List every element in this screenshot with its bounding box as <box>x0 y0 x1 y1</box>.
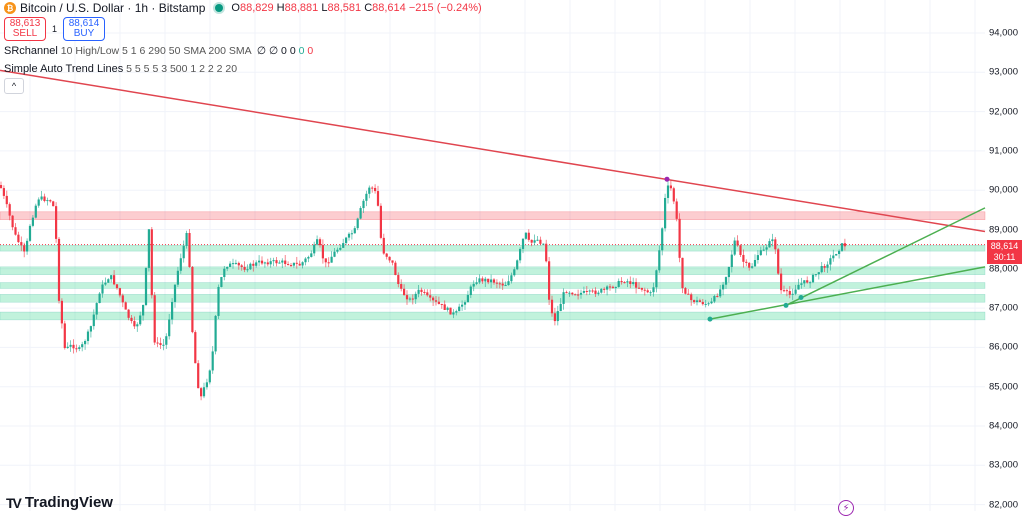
tradingview-logo-text: TradingView <box>24 494 113 511</box>
support-trendline-1[interactable] <box>709 266 986 320</box>
indicator-name: Simple Auto Trend Lines <box>4 63 124 75</box>
price-axis-label: 90,000 <box>988 184 1018 196</box>
pivot-low-marker <box>707 316 713 322</box>
pivot-low-marker <box>798 294 804 300</box>
price-axis-label: 93,000 <box>988 66 1018 78</box>
bar-countdown: 30:11 <box>993 252 1016 262</box>
indicator-value: 0 <box>281 45 287 57</box>
trend-lines[interactable] <box>0 69 986 320</box>
low-label: L <box>321 2 328 14</box>
indicator-name: SRchannel <box>4 45 58 57</box>
chart-legend: ₿ Bitcoin / U.S. Dollar · 1h · Bitstamp … <box>4 0 482 16</box>
pivot-low-marker <box>783 302 789 308</box>
sell-price: 88,613 <box>9 18 41 29</box>
buy-button[interactable]: 88,614 BUY <box>63 17 106 41</box>
buy-label: BUY <box>73 28 95 39</box>
market-open-status-icon <box>215 4 224 12</box>
price-axis-label: 87,000 <box>988 302 1018 314</box>
price-axis-label: 85,000 <box>988 381 1018 393</box>
indicator-srchannel[interactable]: SRchannel 10 High/Low 5 1 6 290 50 SMA 2… <box>4 45 313 57</box>
price-axis-label: 91,000 <box>988 145 1018 157</box>
price-axis-label: 88,000 <box>988 263 1018 275</box>
indicator-value-green: 0 <box>298 45 305 57</box>
change-value: −215 (−0.24%) <box>408 2 482 14</box>
ohlc-values: O88,829 H88,881 L88,581 C88,614 −215 (−0… <box>231 2 481 14</box>
last-price-value: 88,614 <box>990 241 1019 251</box>
price-axis-label: 84,000 <box>988 420 1018 432</box>
close-label: C <box>364 2 373 14</box>
tradingview-logo-icon: TV <box>6 494 22 511</box>
high-label: H <box>276 2 285 14</box>
chart-grid <box>0 0 985 511</box>
indicator-params: 10 High/Low 5 1 6 290 50 SMA 200 SMA <box>60 45 252 57</box>
price-axis-label: 82,000 <box>988 499 1018 511</box>
trade-buttons: 88,613 SELL 1 88,614 BUY <box>4 17 106 41</box>
indicator-auto-trend-lines[interactable]: Simple Auto Trend Lines 5 5 5 5 3 500 1 … <box>4 63 237 75</box>
low-value: 88,581 <box>327 2 362 14</box>
price-axis-label: 92,000 <box>988 106 1018 118</box>
price-axis-label: 83,000 <box>988 459 1018 471</box>
symbol-title[interactable]: Bitcoin / U.S. Dollar · 1h · Bitstamp <box>20 1 206 15</box>
indicator-value: 0 <box>289 45 296 57</box>
close-value: 88,614 <box>372 2 406 14</box>
sr-zones <box>0 211 986 321</box>
candles <box>0 180 846 401</box>
tradingview-logo[interactable]: TV TradingView <box>6 494 113 511</box>
open-value: 88,829 <box>239 2 274 14</box>
lightning-icon[interactable]: ⚡ <box>838 500 854 516</box>
high-value: 88,881 <box>284 2 319 14</box>
price-axis-label: 89,000 <box>988 224 1018 235</box>
support-trendline-2[interactable] <box>785 207 986 307</box>
price-axis-label: 86,000 <box>988 341 1018 353</box>
last-price-tag: 88,614 30:11 <box>987 240 1022 264</box>
indicator-params: 5 5 5 5 3 500 1 2 2 2 20 <box>126 63 238 75</box>
indicator-value: ∅ <box>268 45 279 57</box>
pivot-high-marker <box>664 176 670 182</box>
indicator-value-red: 0 <box>307 45 314 57</box>
indicator-value: ∅ <box>256 45 267 57</box>
chevron-up-icon: ^ <box>11 81 17 91</box>
spread-value: 1 <box>52 24 58 34</box>
bitcoin-icon: ₿ <box>4 2 16 14</box>
price-axis-label: 94,000 <box>988 27 1018 39</box>
sell-button[interactable]: 88,613 SELL <box>4 17 46 41</box>
sell-label: SELL <box>12 28 38 39</box>
collapse-legend-button[interactable]: ^ <box>4 78 24 94</box>
buy-price: 88,614 <box>68 18 100 29</box>
open-label: O <box>231 2 240 14</box>
resistance-trendline[interactable] <box>0 69 986 233</box>
pivot-markers <box>664 176 804 322</box>
symbol-title-row: ₿ Bitcoin / U.S. Dollar · 1h · Bitstamp … <box>4 0 482 16</box>
